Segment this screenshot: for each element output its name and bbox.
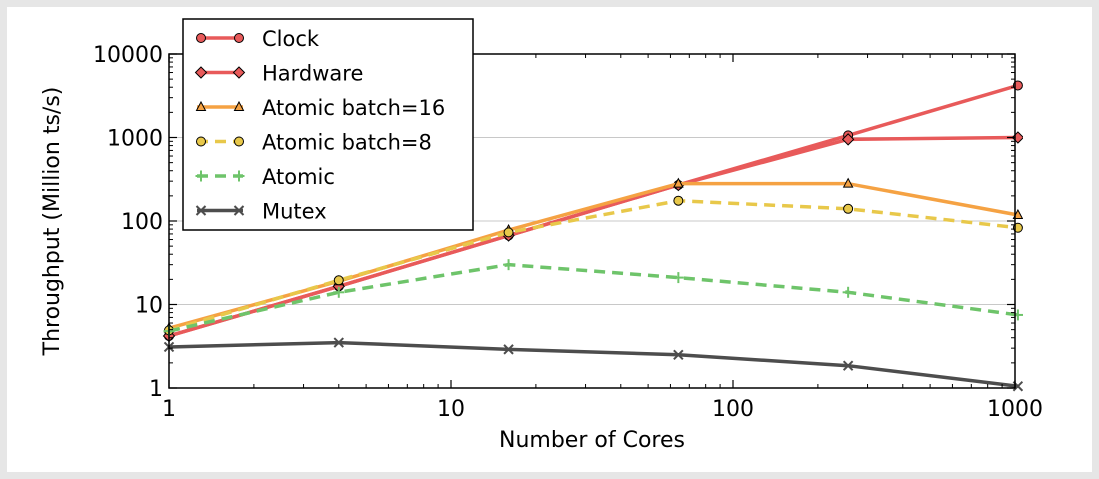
legend-marker: [195, 205, 207, 216]
series-line-mutex: [168, 340, 1019, 388]
x-tick-label: 1000: [987, 397, 1043, 422]
legend-marker: [194, 66, 208, 79]
data-point-atomic: [503, 259, 515, 271]
y-axis-label: Throughput (Million ts/s): [40, 87, 65, 357]
y-tick-label: 1: [149, 377, 163, 402]
data-point-atomic: [842, 286, 854, 298]
chart-frame: 1 10 100 1000 10000 1 10 100 1000 Number of Core…: [7, 7, 1092, 472]
series-line-atomic: [168, 262, 1019, 333]
y-tick-label: 100: [121, 210, 163, 235]
legend-entry-atomic-batch-16: Atomic batch=16: [195, 96, 445, 120]
x-tick-label: 10: [437, 397, 465, 422]
data-point-mutex: [842, 360, 854, 371]
series-layer: [162, 80, 1023, 392]
data-point-hardware: [841, 133, 855, 146]
legend-marker: [234, 33, 244, 43]
legend-entry-atomic-batch-8: Atomic batch=8: [196, 131, 432, 155]
data-point-atomic-batch-8: [843, 203, 854, 214]
legend-entry-clock: Clock: [196, 27, 320, 51]
x-tick-label: 100: [712, 397, 754, 422]
legend-marker: [232, 66, 246, 79]
legend-entry-hardware: Hardware: [194, 62, 363, 86]
legend-label: Mutex: [262, 200, 327, 224]
series-line-hardware: [168, 135, 1018, 338]
data-point-mutex: [673, 349, 684, 360]
legend-entry-mutex: Mutex: [195, 200, 327, 224]
data-point-atomic-batch-8: [673, 195, 684, 206]
legend-marker: [196, 33, 206, 43]
data-point-atomic: [672, 272, 684, 284]
data-point-atomic-batch-8: [503, 227, 514, 238]
legend-marker: [233, 100, 245, 111]
x-axis-label: Number of Cores: [499, 428, 685, 453]
y-tick-label: 1000: [107, 127, 163, 152]
legend-label: Atomic: [262, 165, 335, 189]
legend-label: Atomic batch=16: [262, 96, 445, 120]
x-tick-label: 1: [162, 397, 176, 422]
data-point-atomic: [333, 286, 345, 298]
legend-marker: [196, 136, 206, 147]
legend-label: Clock: [262, 27, 320, 51]
data-point-atomic-batch-16: [842, 177, 854, 188]
legend-marker: [195, 170, 207, 182]
data-point-hardware: [1011, 131, 1023, 144]
chart-svg: 1 10 100 1000 10000 1 10 100 1000 Number of Core…: [40, 18, 1043, 453]
y-tick-label: 10: [135, 294, 163, 319]
legend-marker: [233, 170, 245, 182]
y-tick-label: 10000: [93, 43, 163, 68]
legend-marker: [234, 136, 244, 147]
data-point-atomic-batch-16: [673, 177, 684, 188]
legend-marker: [195, 100, 207, 111]
legend-label: Atomic batch=8: [262, 131, 432, 155]
data-point-mutex: [333, 337, 344, 348]
tick-layer: 1 10 100 1000 10000 1 10 100 1000: [93, 43, 1043, 422]
legend-entry-atomic: Atomic: [195, 165, 335, 189]
legend-marker: [233, 205, 245, 216]
data-point-atomic-batch-8: [333, 275, 344, 286]
legend: Clock Hardware Atomic batch=16 Atomic batch…: [182, 18, 474, 231]
data-point-mutex: [503, 344, 514, 355]
legend-label: Hardware: [262, 62, 363, 86]
legend-box: [182, 18, 474, 231]
series-line-atomic-batch-8: [168, 198, 1019, 333]
data-point-atomic: [1012, 309, 1023, 321]
